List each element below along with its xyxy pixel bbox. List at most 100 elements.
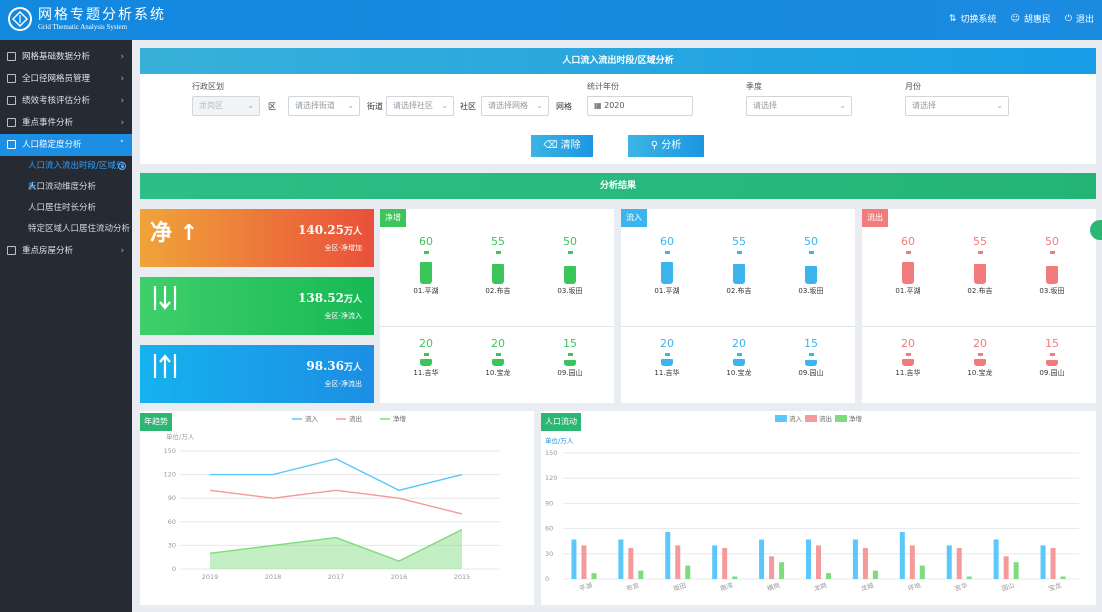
ranking-value: 55 bbox=[491, 235, 505, 248]
bar-1 bbox=[1050, 547, 1056, 579]
district-value: 龙岗区 bbox=[199, 101, 223, 110]
x-tick-label: 南湾 bbox=[719, 580, 735, 593]
sidebar-item-grid-staff[interactable]: 全口径网格员管理 › bbox=[0, 68, 132, 90]
stat-label: 全区-净流入 bbox=[324, 312, 362, 320]
card-tag: 净增 bbox=[380, 209, 406, 227]
stat-unit: 万人 bbox=[343, 227, 362, 237]
user-button[interactable]: ☺ 胡惠民 bbox=[1010, 12, 1050, 26]
x-tick-label: 坪地 bbox=[906, 580, 922, 593]
year-label: 统计年份 bbox=[587, 82, 619, 91]
bar-1 bbox=[1003, 556, 1009, 579]
sidebar-item-grid-data[interactable]: 网格基础数据分析 › bbox=[0, 46, 132, 68]
x-tick-label: 布吉 bbox=[625, 580, 641, 593]
switch-icon: ⇅ bbox=[948, 13, 957, 24]
current-indicator-icon bbox=[118, 162, 126, 170]
ranking-label: 10.宝龙 bbox=[967, 369, 993, 377]
app-title: 网格专题分析系统 bbox=[38, 7, 166, 23]
logout-button[interactable]: ⏻ 退出 bbox=[1064, 12, 1094, 26]
ranking-tile: 55 02.布吉 bbox=[470, 235, 526, 296]
sidebar-sub-flow-dimension[interactable]: 人口流动维度分析 bbox=[0, 177, 132, 198]
trend-chart-tag: 年趋势 bbox=[140, 413, 172, 431]
x-tick-label: 2016 bbox=[391, 573, 408, 581]
sidebar-item-housing[interactable]: 重点房屋分析 › bbox=[0, 240, 132, 262]
ranking-marker bbox=[905, 353, 911, 356]
flow-chart-panel: 人口流动 单位/万人 0 30 60 90 120 150 平湖 布吉 坂田 南湾 横岗 龙岗 龙城 坪地 吉… bbox=[541, 411, 1096, 605]
street-select[interactable]: 请选择街道 ⌄ bbox=[288, 96, 360, 116]
ranking-value: 20 bbox=[901, 337, 915, 350]
ranking-tile: 15 09.园山 bbox=[542, 337, 598, 378]
clear-label: 清除 bbox=[560, 140, 581, 151]
card-inflow: 流入 60 01.平湖 55 02.布吉 50 03.坂田 20 11.吉华 20 10.宝龙 15 0… bbox=[621, 209, 855, 403]
ranking-value: 15 bbox=[1045, 337, 1059, 350]
quarter-select[interactable]: 请选择 ⌄ bbox=[746, 96, 852, 116]
grid-label: 网格 bbox=[556, 102, 572, 111]
y-tick-label: 90 bbox=[168, 494, 176, 502]
sidebar-item-population-stability[interactable]: 人口稳定度分析 ˄ bbox=[0, 134, 132, 156]
ranking-bar bbox=[805, 266, 817, 284]
results-title: 分析结果 bbox=[140, 173, 1096, 199]
ranking-value: 50 bbox=[804, 235, 818, 248]
filter-panel: 人口流入流出时段/区域分析 行政区划 龙岗区 ⌄ 区 请选择街道 ⌄ 街道 请选择社… bbox=[140, 48, 1096, 164]
sidebar-sub-specific-area[interactable]: 特定区域人口居住流动分析 bbox=[0, 219, 132, 240]
ranking-marker bbox=[664, 353, 670, 356]
community-select[interactable]: 请选择社区 ⌄ bbox=[386, 96, 454, 116]
sidebar-item-label: 人口稳定度分析 bbox=[22, 140, 82, 150]
ranking-tile: 60 01.平湖 bbox=[398, 235, 454, 296]
legend-label: 净增 bbox=[849, 414, 862, 423]
clear-button[interactable]: ⌫ 清除 bbox=[531, 135, 593, 157]
x-tick-label: 龙城 bbox=[860, 580, 876, 593]
stat-value: 138.52万人 bbox=[298, 291, 362, 305]
legend-label: 流入 bbox=[305, 414, 319, 423]
legend-swatch bbox=[775, 415, 787, 422]
filter-panel-title: 人口流入流出时段/区域分析 bbox=[140, 48, 1096, 74]
ranking-bar bbox=[805, 360, 817, 366]
community-placeholder: 请选择社区 bbox=[393, 101, 433, 110]
chevron-down-icon: ⌄ bbox=[996, 101, 1003, 110]
series-line-1 bbox=[209, 489, 463, 515]
ranking-label: 03.坂田 bbox=[798, 287, 824, 295]
year-input[interactable]: ▦ 2020 bbox=[587, 96, 693, 116]
qu-label: 区 bbox=[268, 102, 276, 111]
chevron-right-icon: › bbox=[120, 118, 124, 128]
sidebar-item-performance[interactable]: 绩效考核评估分析 › bbox=[0, 90, 132, 112]
trend-chart-panel: 年趋势 单位/万人 0 30 60 90 120 150 2019 2018 2017 2016 20… bbox=[140, 411, 534, 605]
bar-0 bbox=[1040, 545, 1046, 579]
chart-toggle-icon[interactable] bbox=[1090, 220, 1102, 240]
x-tick-label: 宝龙 bbox=[1047, 580, 1063, 593]
district-select[interactable]: 龙岗区 ⌄ bbox=[192, 96, 260, 116]
ranking-value: 55 bbox=[732, 235, 746, 248]
power-icon: ⏻ bbox=[1064, 13, 1072, 24]
month-select[interactable]: 请选择 ⌄ bbox=[905, 96, 1009, 116]
switch-system-button[interactable]: ⇅ 切换系统 bbox=[948, 12, 997, 26]
analyze-button[interactable]: ⚲ 分析 bbox=[628, 135, 704, 157]
bar-2 bbox=[591, 573, 597, 579]
house-icon bbox=[7, 246, 16, 255]
x-tick-label: 龙岗 bbox=[813, 580, 828, 593]
ranking-marker bbox=[423, 353, 429, 356]
chevron-down-icon: ⌄ bbox=[347, 101, 354, 110]
grid-placeholder: 请选择网格 bbox=[488, 101, 528, 110]
sidebar-sub-label: 人口居住时长分析 bbox=[28, 203, 97, 213]
sidebar-item-events[interactable]: 重点事件分析 › bbox=[0, 112, 132, 134]
bar-0 bbox=[665, 531, 671, 579]
bar-2 bbox=[685, 565, 691, 579]
bar-0 bbox=[759, 539, 765, 579]
ranking-bar bbox=[492, 359, 504, 366]
ranking-label: 10.宝龙 bbox=[726, 369, 752, 377]
sidebar-sub-residence-duration[interactable]: 人口居住时长分析 bbox=[0, 198, 132, 219]
ranking-label: 01.平湖 bbox=[895, 287, 921, 295]
y-tick-label: 150 bbox=[545, 449, 557, 457]
x-tick-label: 平湖 bbox=[578, 580, 594, 593]
card-tag: 流出 bbox=[862, 209, 888, 227]
bar-1 bbox=[816, 545, 821, 579]
stat-glyph: 净 bbox=[150, 221, 173, 246]
card-net-increase: 净增 60 01.平湖 55 02.布吉 50 03.坂田 20 11.吉华 20 10.宝龙 15 0… bbox=[380, 209, 614, 403]
ranking-bar bbox=[1046, 360, 1058, 366]
month-placeholder: 请选择 bbox=[912, 101, 936, 110]
x-tick-label: 坂田 bbox=[672, 580, 687, 593]
sidebar-sub-inflow-outflow[interactable]: 人口流入流出时段/区域分析 bbox=[0, 156, 132, 192]
search-icon: ⚲ bbox=[650, 140, 662, 151]
grid-select[interactable]: 请选择网格 ⌄ bbox=[481, 96, 549, 116]
y-tick-label: 90 bbox=[545, 499, 553, 507]
chevron-down-icon: ⌄ bbox=[247, 101, 254, 110]
